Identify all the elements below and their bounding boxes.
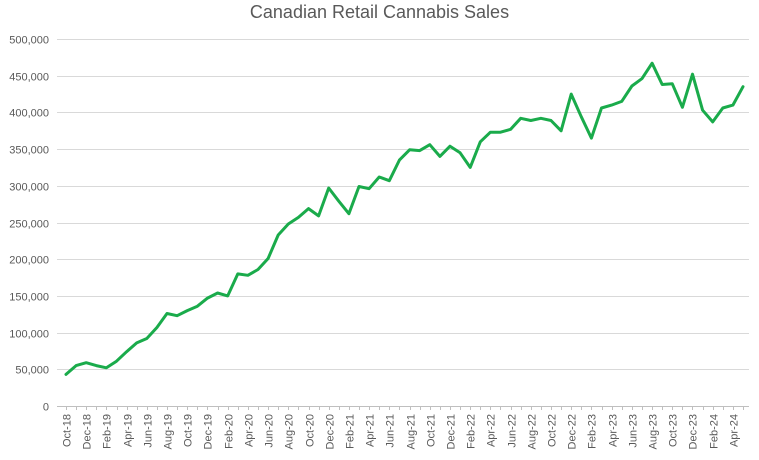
y-tick-label: 0 [43, 402, 49, 414]
x-tick-label: Jun-20 [264, 414, 276, 448]
x-tick-label: Aug-20 [284, 414, 296, 449]
y-axis-tick-labels: 0 50,000 100,000 150,000 200,000 250,000 300,0… [9, 35, 49, 414]
x-tick-label: Dec-23 [688, 414, 700, 449]
x-tick-label: Feb-21 [345, 414, 357, 449]
chart-title: Canadian Retail Cannabis Sales [249, 2, 510, 22]
x-tick-label: Oct-19 [183, 414, 195, 447]
x-tick-label: Oct-18 [62, 414, 74, 447]
x-tick-label: Oct-22 [547, 414, 559, 447]
x-tick-label: Aug-22 [527, 414, 539, 449]
x-tick-label: Aug-23 [648, 414, 660, 449]
x-tick-label: Apr-23 [608, 414, 620, 447]
x-tick-label: Apr-24 [729, 414, 741, 447]
y-tick-label: 150,000 [9, 292, 49, 304]
x-tick-label: Apr-20 [244, 414, 256, 447]
x-tick-label: Feb-23 [587, 414, 599, 449]
x-tick-label: Dec-20 [325, 414, 337, 449]
x-tick-label: Oct-20 [305, 414, 317, 447]
x-tick-label: Oct-21 [426, 414, 438, 447]
y-tick-label: 300,000 [9, 182, 49, 194]
x-tick-label: Dec-18 [82, 414, 94, 449]
x-tick-label: Feb-24 [709, 414, 721, 449]
y-tick-label: 350,000 [9, 145, 49, 157]
y-tick-label: 250,000 [9, 219, 49, 231]
y-tick-label: 50,000 [15, 365, 49, 377]
x-axis-tick-labels: Oct-18 Dec-18 Feb-19 Apr-19 Jun-19 Aug-19 Oct-… [62, 414, 741, 449]
x-tick-label: Feb-19 [102, 414, 114, 449]
x-tick-label: Apr-22 [486, 414, 498, 447]
y-tick-label: 500,000 [9, 35, 49, 47]
x-tick-label: Apr-19 [123, 414, 135, 447]
y-tick-label: 450,000 [9, 72, 49, 84]
x-tick-label: Feb-20 [224, 414, 236, 449]
y-tick-label: 100,000 [9, 329, 49, 341]
y-tick-label: 400,000 [9, 108, 49, 120]
x-tick-label: Jun-21 [385, 414, 397, 448]
x-tick-label: Jun-23 [628, 414, 640, 448]
x-tick-label: Aug-21 [406, 414, 418, 449]
x-tick-label: Aug-19 [163, 414, 175, 449]
series-layer [64, 61, 745, 376]
x-tick-label: Jun-22 [507, 414, 519, 448]
x-tick-label: Dec-22 [567, 414, 579, 449]
gridlines [57, 39, 749, 410]
sales-line [64, 61, 745, 376]
x-tick-label: Dec-21 [446, 414, 458, 449]
x-tick-label: Oct-23 [668, 414, 680, 447]
x-tick-label: Dec-19 [203, 414, 215, 449]
y-tick-label: 200,000 [9, 255, 49, 267]
x-tick-label: Jun-19 [143, 414, 155, 448]
x-tick-label: Feb-22 [466, 414, 478, 449]
x-tick-label: Apr-21 [365, 414, 377, 447]
